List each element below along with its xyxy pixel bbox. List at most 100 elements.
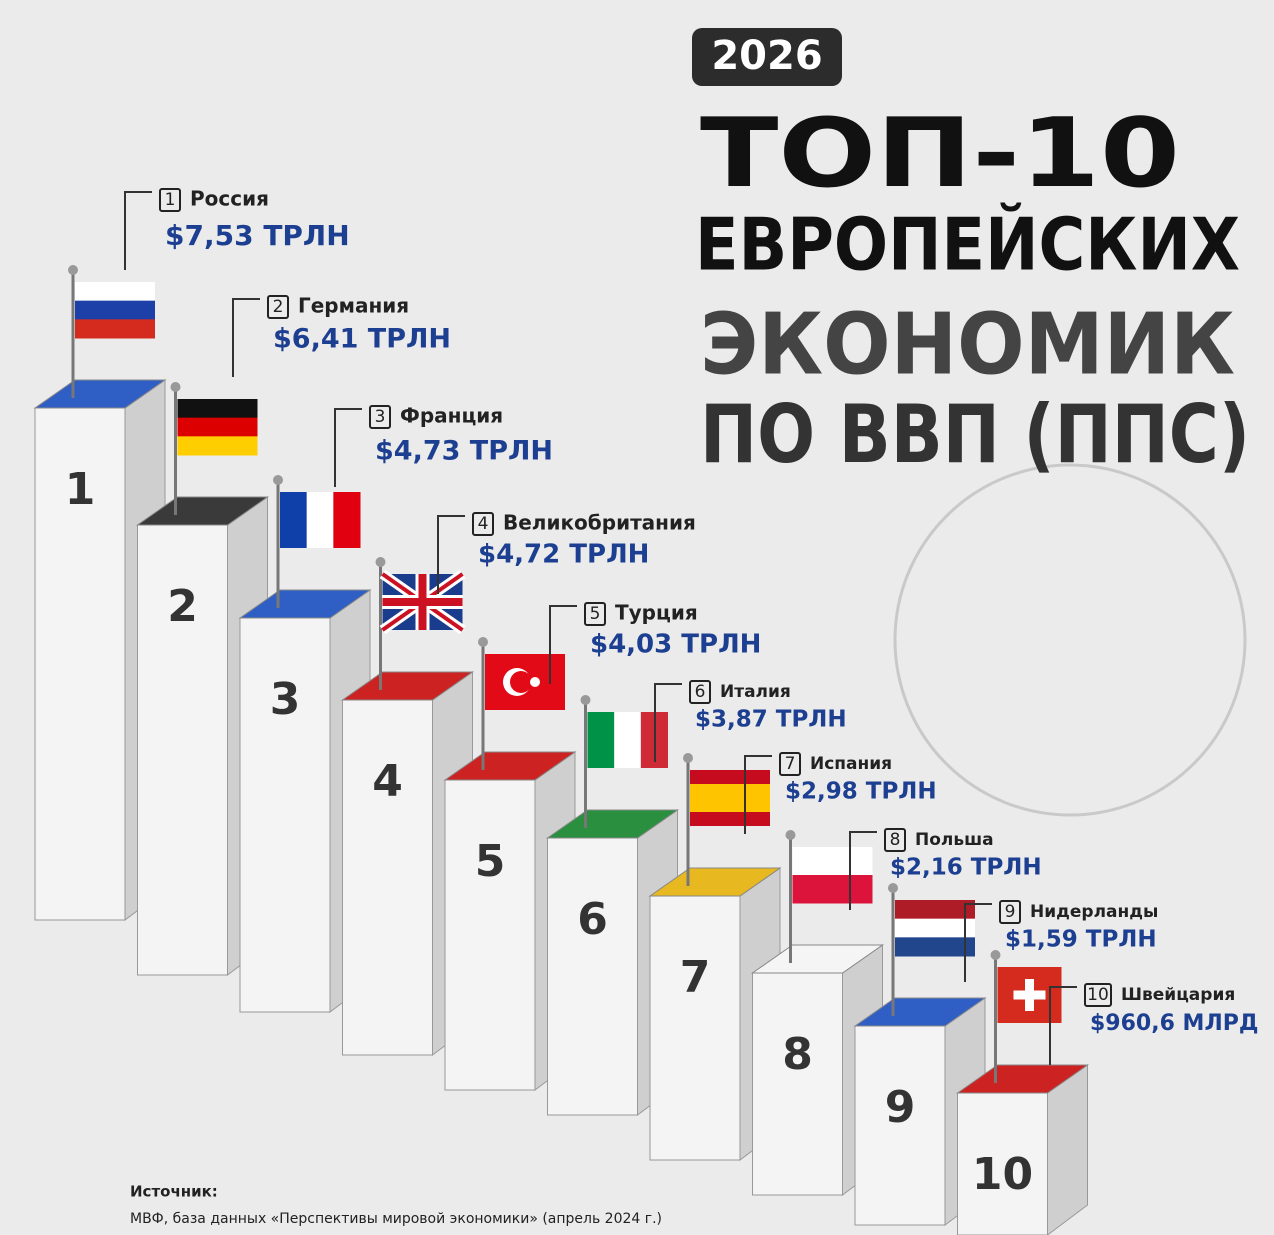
title-line: ПО ВВП (ППС)	[700, 388, 1250, 481]
flag	[485, 654, 565, 710]
flag-part	[177, 417, 258, 437]
country-name: Швейцария	[1121, 985, 1235, 1005]
flag-part	[792, 875, 873, 904]
flag-part	[333, 492, 361, 548]
leader-line	[232, 298, 260, 377]
leader-line	[549, 605, 577, 684]
column-front	[752, 972, 843, 1196]
country-name: Испания	[810, 754, 892, 774]
column-cap	[340, 671, 475, 701]
flag-part	[895, 900, 975, 920]
title-line: ЕВРОПЕЙСКИХ	[695, 203, 1240, 287]
globe-sketch	[893, 463, 1247, 817]
flag	[379, 569, 466, 635]
rank-box	[267, 295, 289, 319]
label-rank: 2	[273, 297, 284, 317]
country-name: Нидерланды	[1030, 902, 1158, 922]
flag-pole-top	[990, 950, 1001, 960]
flag-part	[587, 712, 615, 768]
label-rank: 1	[165, 190, 176, 210]
column-rank: 10	[972, 1149, 1033, 1200]
column-cap	[955, 1064, 1090, 1094]
rank-box	[689, 680, 711, 704]
flag-pole-top	[273, 475, 283, 485]
title-line: ЭКОНОМИК	[700, 295, 1235, 394]
country-name: Италия	[720, 682, 791, 702]
label-rank: 3	[375, 407, 386, 427]
flag	[997, 967, 1062, 1023]
flag-part	[895, 918, 975, 938]
label-rank: 9	[1005, 902, 1016, 922]
flag-part	[792, 847, 873, 876]
rank-box	[472, 512, 494, 536]
gdp-value: $2,98 ТРЛН	[785, 779, 937, 805]
year-badge	[692, 28, 842, 86]
flag	[177, 399, 258, 456]
column-rank: 2	[167, 581, 198, 632]
leader-line	[849, 831, 877, 910]
flag-part	[614, 712, 642, 768]
flag-pole-top	[375, 557, 386, 567]
source-text: МВФ, база данных «Перспективы мировой эк…	[130, 1211, 662, 1227]
column-cap	[443, 751, 577, 781]
flag-part	[530, 677, 540, 687]
column-cap	[238, 589, 372, 619]
flag-part	[75, 300, 155, 320]
column-front	[239, 617, 331, 1013]
flag-part	[177, 399, 258, 419]
flag-pole-top	[683, 753, 693, 763]
label-rank: 4	[478, 514, 489, 534]
column-rank: 3	[270, 674, 301, 725]
column-cap	[853, 997, 987, 1027]
gdp-value: $960,6 МЛРД	[1090, 1011, 1258, 1036]
country-name: Турция	[615, 601, 698, 625]
flag-part	[75, 319, 155, 339]
flag-pole-top	[170, 382, 181, 392]
country-name: Франция	[400, 404, 503, 428]
leader-line	[1049, 986, 1077, 1065]
column-cap	[648, 867, 782, 897]
column-rank: 8	[782, 1029, 813, 1080]
column-front	[547, 837, 638, 1116]
rank-box	[1084, 983, 1112, 1007]
label-rank: 8	[890, 830, 901, 850]
flag	[895, 900, 975, 957]
column-front	[34, 407, 126, 921]
column-front	[444, 779, 536, 1091]
column-rank: 7	[680, 952, 711, 1003]
rank-box	[584, 602, 606, 626]
column-rank: 9	[885, 1082, 916, 1133]
rank-box	[369, 405, 391, 429]
title-line: ТОП-10	[700, 99, 1180, 209]
rank-box	[779, 752, 801, 776]
flag	[75, 282, 155, 339]
flag-pole-top	[785, 830, 796, 840]
leader-line	[744, 755, 772, 834]
country-name: Германия	[298, 294, 409, 318]
flag-part	[306, 492, 334, 548]
source-label: Источник:	[130, 1183, 218, 1201]
flag-part	[75, 282, 155, 302]
label-rank: 5	[590, 604, 601, 624]
column-side	[1047, 1064, 1088, 1235]
flag	[792, 847, 873, 904]
leader-line	[437, 515, 465, 594]
column-cap	[135, 496, 270, 526]
year: 2026	[711, 33, 822, 79]
flag-pole-top	[478, 637, 488, 647]
country-name: Великобритания	[503, 511, 696, 535]
column-front	[854, 1025, 946, 1226]
flag-part	[177, 436, 258, 456]
flag-pole-top	[68, 265, 78, 275]
leader-line	[334, 408, 362, 487]
flag-part	[690, 784, 770, 812]
flag-pole-top	[580, 695, 591, 705]
gdp-value: $6,41 ТРЛН	[273, 324, 451, 355]
gdp-value: $4,72 ТРЛН	[478, 540, 649, 570]
flag	[690, 770, 770, 826]
flag-pole-top	[888, 883, 898, 893]
flag-part	[382, 574, 463, 630]
rank-box	[884, 828, 906, 852]
column-front	[649, 895, 741, 1161]
